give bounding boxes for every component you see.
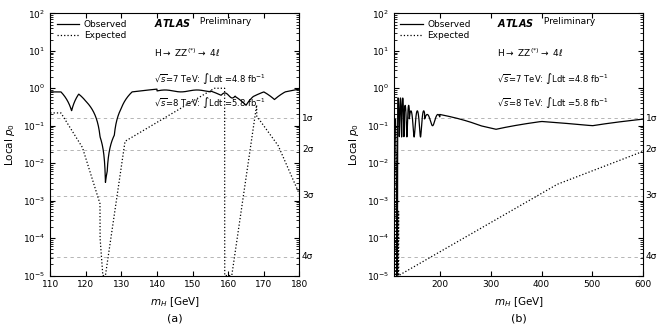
Text: (a): (a) [167, 314, 183, 324]
Expected [161, 116, 169, 120]
Expected [419, 260, 427, 264]
Line: Observed: Observed [50, 89, 299, 182]
Text: $\bfit{ATLAS}$: $\bfit{ATLAS}$ [497, 17, 535, 29]
Text: 2σ: 2σ [302, 145, 314, 154]
Text: 2σ: 2σ [646, 145, 657, 154]
Text: 1σ: 1σ [646, 114, 657, 123]
Observed [295, 87, 304, 91]
Line: Expected: Expected [394, 119, 643, 276]
Observed [59, 92, 67, 96]
Legend: Observed, Expected: Observed, Expected [55, 18, 129, 42]
Y-axis label: Local $p_0$: Local $p_0$ [3, 123, 17, 166]
Observed [393, 274, 401, 278]
Line: Observed: Observed [394, 98, 643, 276]
Observed [101, 180, 109, 184]
Expected [496, 215, 505, 219]
Observed [243, 103, 251, 107]
Expected [433, 251, 442, 255]
Expected [59, 114, 67, 118]
Text: $\sqrt{s}$=7 TeV: $\int$Ldt =4.8 fb$^{-1}$: $\sqrt{s}$=7 TeV: $\int$Ldt =4.8 fb$^{-1… [153, 71, 265, 86]
Observed [486, 126, 494, 130]
Text: 1σ: 1σ [302, 114, 314, 123]
Expected [486, 221, 494, 225]
Text: Preliminary: Preliminary [541, 17, 596, 26]
Expected [243, 171, 251, 175]
Text: (b): (b) [511, 314, 527, 324]
Expected [46, 111, 54, 115]
Expected [98, 274, 107, 278]
Y-axis label: Local $p_0$: Local $p_0$ [347, 123, 361, 166]
Expected [295, 192, 304, 196]
Legend: Observed, Expected: Observed, Expected [399, 18, 473, 42]
Text: H$\rightarrow$ ZZ$^{(*)}$$\rightarrow$ 4$\ell$: H$\rightarrow$ ZZ$^{(*)}$$\rightarrow$ 4… [497, 46, 563, 58]
Observed [288, 89, 296, 93]
Observed [433, 113, 442, 117]
Expected [168, 112, 176, 116]
Line: Expected: Expected [50, 88, 299, 276]
Observed [390, 117, 398, 121]
Observed [496, 126, 505, 130]
Observed [288, 89, 296, 93]
Expected [210, 86, 218, 90]
Text: $\sqrt{s}$=8 TeV: $\int$Ldt =5.8 fb$^{-1}$: $\sqrt{s}$=8 TeV: $\int$Ldt =5.8 fb$^{-1… [153, 95, 265, 110]
Text: 4σ: 4σ [646, 252, 657, 261]
Expected [288, 176, 296, 180]
Observed [419, 112, 427, 116]
Observed [634, 118, 643, 122]
Observed [397, 96, 405, 100]
Expected [390, 117, 398, 121]
Expected [288, 176, 296, 180]
Text: H$\rightarrow$ ZZ$^{(*)}$$\rightarrow$ 4$\ell$: H$\rightarrow$ ZZ$^{(*)}$$\rightarrow$ 4… [153, 46, 220, 58]
Text: $\sqrt{s}$=7 TeV: $\int$Ldt =4.8 fb$^{-1}$: $\sqrt{s}$=7 TeV: $\int$Ldt =4.8 fb$^{-1… [497, 71, 609, 86]
Text: Preliminary: Preliminary [197, 17, 251, 26]
Expected [634, 151, 643, 155]
Observed [608, 121, 616, 125]
Observed [639, 117, 647, 121]
Text: 3σ: 3σ [646, 191, 657, 200]
Text: 3σ: 3σ [302, 191, 314, 200]
Observed [161, 88, 169, 92]
Text: $\sqrt{s}$=8 TeV: $\int$Ldt =5.8 fb$^{-1}$: $\sqrt{s}$=8 TeV: $\int$Ldt =5.8 fb$^{-1… [497, 95, 609, 110]
Expected [639, 149, 647, 153]
Expected [608, 161, 616, 165]
Observed [168, 89, 176, 93]
Text: 4σ: 4σ [302, 252, 314, 261]
X-axis label: $m_H$ [GeV]: $m_H$ [GeV] [150, 295, 200, 309]
Text: $\bfit{ATLAS}$: $\bfit{ATLAS}$ [153, 17, 191, 29]
X-axis label: $m_H$ [GeV]: $m_H$ [GeV] [494, 295, 543, 309]
Expected [391, 274, 399, 278]
Observed [46, 90, 54, 94]
